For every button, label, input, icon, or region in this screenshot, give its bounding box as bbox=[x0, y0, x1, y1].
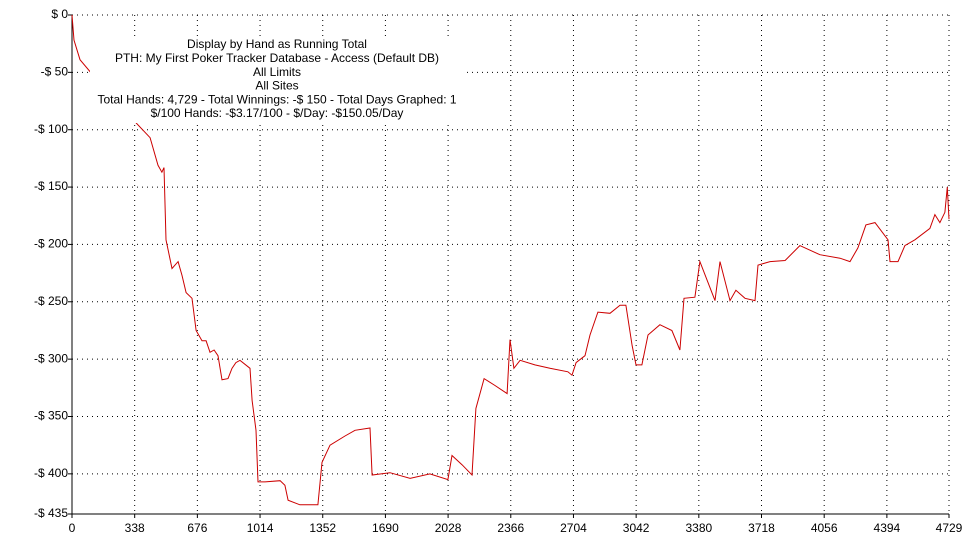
y-tick-label: -$ 150 bbox=[34, 179, 68, 193]
x-tick-label: 3042 bbox=[623, 521, 650, 535]
x-tick-label: 1352 bbox=[309, 521, 336, 535]
x-tick-label: 4729 bbox=[936, 521, 963, 535]
line-series bbox=[71, 14, 950, 506]
info-line: Total Hands: 4,729 - Total Winnings: -$ … bbox=[97, 92, 456, 106]
x-tick-label: 338 bbox=[125, 521, 145, 535]
x-tick-label: 3380 bbox=[685, 521, 712, 535]
y-tick-label: -$ 200 bbox=[34, 237, 68, 251]
x-tick-label: 2366 bbox=[497, 521, 524, 535]
y-tick-label: -$ 300 bbox=[34, 351, 68, 365]
x-tick-label: 0 bbox=[69, 521, 76, 535]
info-line: PTH: My First Poker Tracker Database - A… bbox=[115, 51, 439, 65]
y-tick-label: -$ 435 bbox=[34, 506, 68, 520]
info-line: Display by Hand as Running Total bbox=[187, 37, 367, 51]
x-tick-label: 1014 bbox=[247, 521, 274, 535]
info-line: All Sites bbox=[255, 79, 298, 93]
x-tick-label: 4394 bbox=[874, 521, 901, 535]
info-box bbox=[90, 37, 465, 123]
x-tick-label: 676 bbox=[187, 521, 207, 535]
x-tick-label: 3718 bbox=[748, 521, 775, 535]
y-tick-label: -$ 250 bbox=[34, 294, 68, 308]
x-tick-label: 2704 bbox=[560, 521, 587, 535]
y-tick-label: -$ 350 bbox=[34, 409, 68, 423]
info-line: $/100 Hands: -$3.17/100 - $/Day: -$150.0… bbox=[151, 106, 404, 120]
y-tick-label: -$ 50 bbox=[41, 65, 69, 79]
x-tick-label: 2028 bbox=[435, 521, 462, 535]
y-tick-label: -$ 400 bbox=[34, 466, 68, 480]
y-tick-label: $ 0 bbox=[51, 7, 68, 21]
info-line: All Limits bbox=[253, 65, 301, 79]
x-tick-label: 1690 bbox=[372, 521, 399, 535]
x-tick-label: 4056 bbox=[811, 521, 838, 535]
y-tick-label: -$ 100 bbox=[34, 122, 68, 136]
